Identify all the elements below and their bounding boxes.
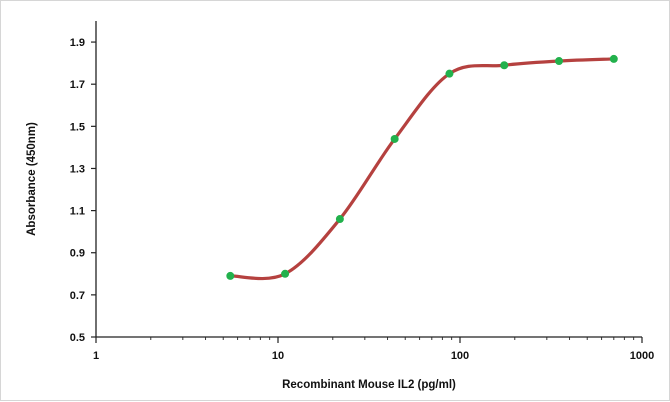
y-tick-label: 1.9 [70,37,85,49]
data-point [281,269,290,278]
fitted-curve [228,57,616,281]
y-tick-label: 1.5 [70,121,85,133]
y-tick-label: 1.1 [70,206,85,218]
data-point [445,69,454,78]
y-tick-label: 1.7 [70,79,85,91]
x-tick-label: 100 [451,350,469,362]
data-points [226,54,618,280]
y-tick-label: 1.3 [70,163,85,175]
data-point [390,134,399,143]
data-point [609,54,618,63]
data-point [555,57,564,66]
y-tick-label: 0.7 [70,290,85,302]
x-tick-label: 1 [93,350,99,362]
data-point [500,61,509,70]
y-tick-label: 0.5 [70,332,85,344]
y-tick-label: 0.9 [70,248,85,260]
x-axis-title: Recombinant Mouse IL2 (pg/ml) [282,379,456,391]
data-point [335,215,344,224]
x-ticks: 1 10 100 1000 [93,337,654,362]
y-ticks: 0.5 0.7 0.9 1.1 1.3 1.5 1.7 1.9 [70,37,96,344]
x-tick-label: 1000 [630,350,654,362]
y-axis-title: Absorbance (450nm) [26,122,38,236]
x-tick-label: 10 [272,350,284,362]
data-point [226,271,235,280]
